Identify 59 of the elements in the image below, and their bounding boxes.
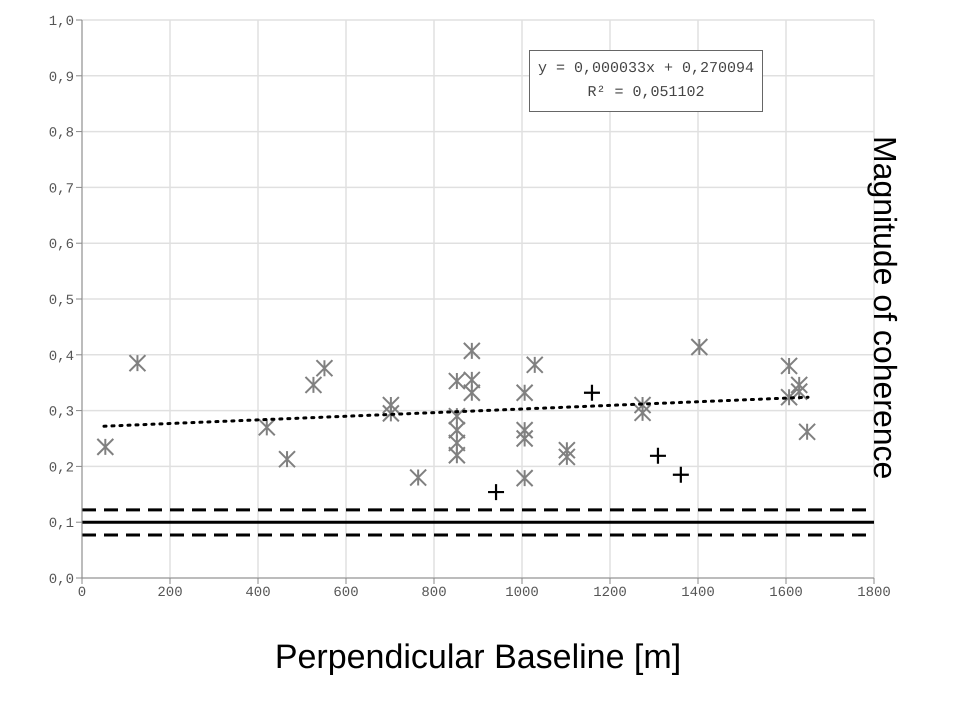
annotation: R² = 0,051102	[586, 83, 706, 103]
point	[558, 448, 576, 466]
point	[448, 446, 466, 464]
y-tick-label: 0,6	[48, 237, 74, 254]
point	[448, 407, 466, 426]
x-tick-label: 1800	[857, 584, 891, 601]
y-tick-label: 0,8	[48, 126, 74, 142]
y-tick-label: 0,2	[48, 460, 74, 476]
y-axis-title: Magnitude of coherence	[866, 136, 903, 480]
point	[780, 388, 798, 406]
x-tick-label: 0	[78, 584, 86, 601]
point	[409, 468, 428, 487]
point	[634, 404, 652, 422]
point	[516, 384, 534, 402]
point	[526, 356, 544, 374]
point	[382, 404, 400, 422]
x-tick-label: 1400	[681, 584, 715, 601]
point	[304, 376, 322, 394]
point	[516, 430, 534, 448]
point	[486, 482, 506, 502]
point	[690, 338, 708, 356]
point	[582, 384, 602, 402]
point	[558, 441, 576, 460]
point	[790, 382, 808, 401]
x-tick-label: 600	[333, 584, 359, 601]
point	[382, 396, 400, 414]
x-tick-label: 800	[421, 584, 447, 601]
y-tick-label: 0,5	[48, 292, 74, 309]
point	[448, 434, 466, 452]
point	[462, 342, 481, 360]
x-tick-label: 1200	[593, 584, 627, 601]
point	[648, 446, 668, 465]
point	[128, 354, 146, 372]
x-tick-label: 1600	[769, 584, 803, 601]
x-tick-label: 200	[157, 584, 183, 601]
x-tick-label: 1000	[505, 584, 539, 601]
point	[516, 421, 534, 440]
point	[258, 418, 276, 436]
point	[516, 469, 534, 488]
point	[448, 421, 466, 440]
point	[462, 370, 481, 389]
y-tick-label: 0,3	[48, 404, 74, 421]
y-tick-label: 0,0	[48, 572, 74, 588]
annotation: y = 0,000033x + 0,270094	[538, 59, 754, 79]
point	[96, 438, 114, 456]
point	[672, 466, 690, 484]
y-tick-label: 0,1	[48, 516, 74, 532]
x-axis-title: Perpendicular Baseline [m]	[274, 638, 682, 676]
y-tick-label: 0,9	[48, 70, 74, 86]
point	[278, 450, 296, 468]
point	[315, 359, 334, 378]
y-tick-label: 0,4	[48, 348, 74, 365]
y-tick-label: 0,7	[48, 181, 74, 198]
y-tick-label: 1,0	[48, 14, 74, 30]
point	[634, 396, 652, 414]
point	[448, 372, 466, 390]
point	[798, 422, 816, 441]
point	[462, 384, 481, 402]
x-tick-label: 400	[245, 584, 271, 601]
